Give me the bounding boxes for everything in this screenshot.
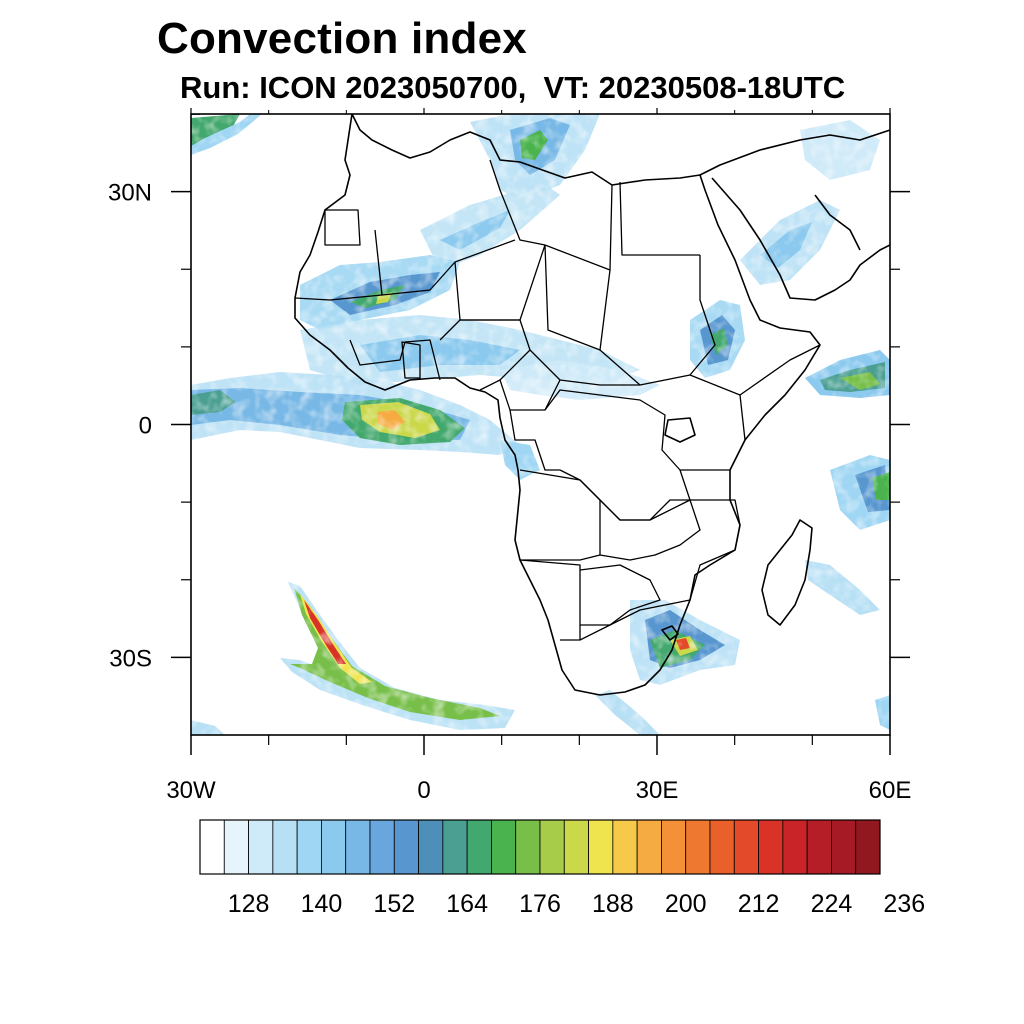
border-ghana [401,341,421,379]
border-namibia [519,559,581,641]
border-zambia [599,499,701,561]
colorbar-swatch [393,819,419,875]
colorbar-frame [199,819,881,875]
border-nigeria [439,319,531,391]
colorbar-label: 164 [446,890,488,918]
colorbar-swatch [199,819,225,875]
colorbar-label: 200 [665,890,707,918]
border-east-africa [680,374,746,471]
colorbar-swatch [442,819,468,875]
border-sahel [294,294,383,301]
colorbar-label: 128 [228,890,270,918]
lake-victoria [664,417,696,443]
colorbar-swatch [223,819,249,875]
border-mali [374,229,516,296]
border-sudan-egypt [619,181,700,256]
arabia-coast [699,129,890,176]
colorbar-label: 236 [883,890,925,918]
colorbar-swatch [782,819,808,875]
colorbar-swatch [466,819,492,875]
colorbar-swatch [831,819,857,875]
colorbar-swatch [855,819,881,875]
border-mauritania [324,209,361,246]
lon-tick-label: 60E [869,777,912,804]
colorbar-swatch [418,819,444,875]
lesotho [661,625,679,641]
axis-ticks [171,108,910,755]
colorbar-swatch [272,819,298,875]
colorbar-swatch [345,819,371,875]
colorbar-label: 140 [301,890,343,918]
lat-tick-label: 0 [139,413,152,440]
convection-field [191,114,890,735]
border-cameroon [499,379,561,411]
chart-subtitle: Run: ICON 2023050700, VT: 20230508-18UTC [180,70,846,105]
colorbar-swatch [709,819,735,875]
lat-tick-label: 30N [108,180,152,207]
red-sea-coast [711,177,890,301]
africa-coastline [294,114,821,696]
lat-tick-label: 30S [109,645,152,672]
colorbar-label: 224 [811,890,853,918]
colorbar-swatch [612,819,638,875]
axis-tick-labels: 30W 0 30E 60E 30N 0 30S [108,180,911,804]
colorbar-swatch [321,819,347,875]
colorbar-swatch [248,819,274,875]
persian-gulf [814,194,861,251]
country-borders [294,159,821,641]
lon-tick-label: 30W [166,777,216,804]
border-algeria-libya [489,159,613,271]
colorbar-swatch [685,819,711,875]
colorbar-swatch [491,819,517,875]
border-south-africa [579,604,666,641]
coastlines [191,114,890,696]
chart-title: Convection index [157,14,527,63]
colorbar-label: 176 [519,890,561,918]
colorbar-swatch [563,819,589,875]
lon-tick-label: 0 [417,777,430,804]
colorbar-swatch [733,819,759,875]
border-sudan-south [599,255,716,386]
colorbar-label: 152 [373,890,415,918]
colorbar-labels: 128 140 152 164 176 188 200 212 224 236 [228,890,925,918]
colorbar-swatch [539,819,565,875]
colorbar-swatch [369,819,395,875]
border-gabon-congo [509,409,560,471]
border-chad-sudan [544,244,611,351]
lon-tick-label: 30E [636,777,679,804]
border-mozambique [664,499,741,606]
colorbar-swatch [661,819,687,875]
colorbar [199,819,881,875]
colorbar-label: 188 [592,890,634,918]
border-somalia [739,344,821,396]
colorbar-label: 212 [738,890,780,918]
colorbar-swatch [758,819,784,875]
border-car [529,349,640,386]
colorbar-swatch [636,819,662,875]
colorbar-swatch [515,819,541,875]
colorbar-swatch [588,819,614,875]
colorbar-swatch [806,819,832,875]
madagascar [761,519,813,626]
colorbar-swatch [296,819,322,875]
